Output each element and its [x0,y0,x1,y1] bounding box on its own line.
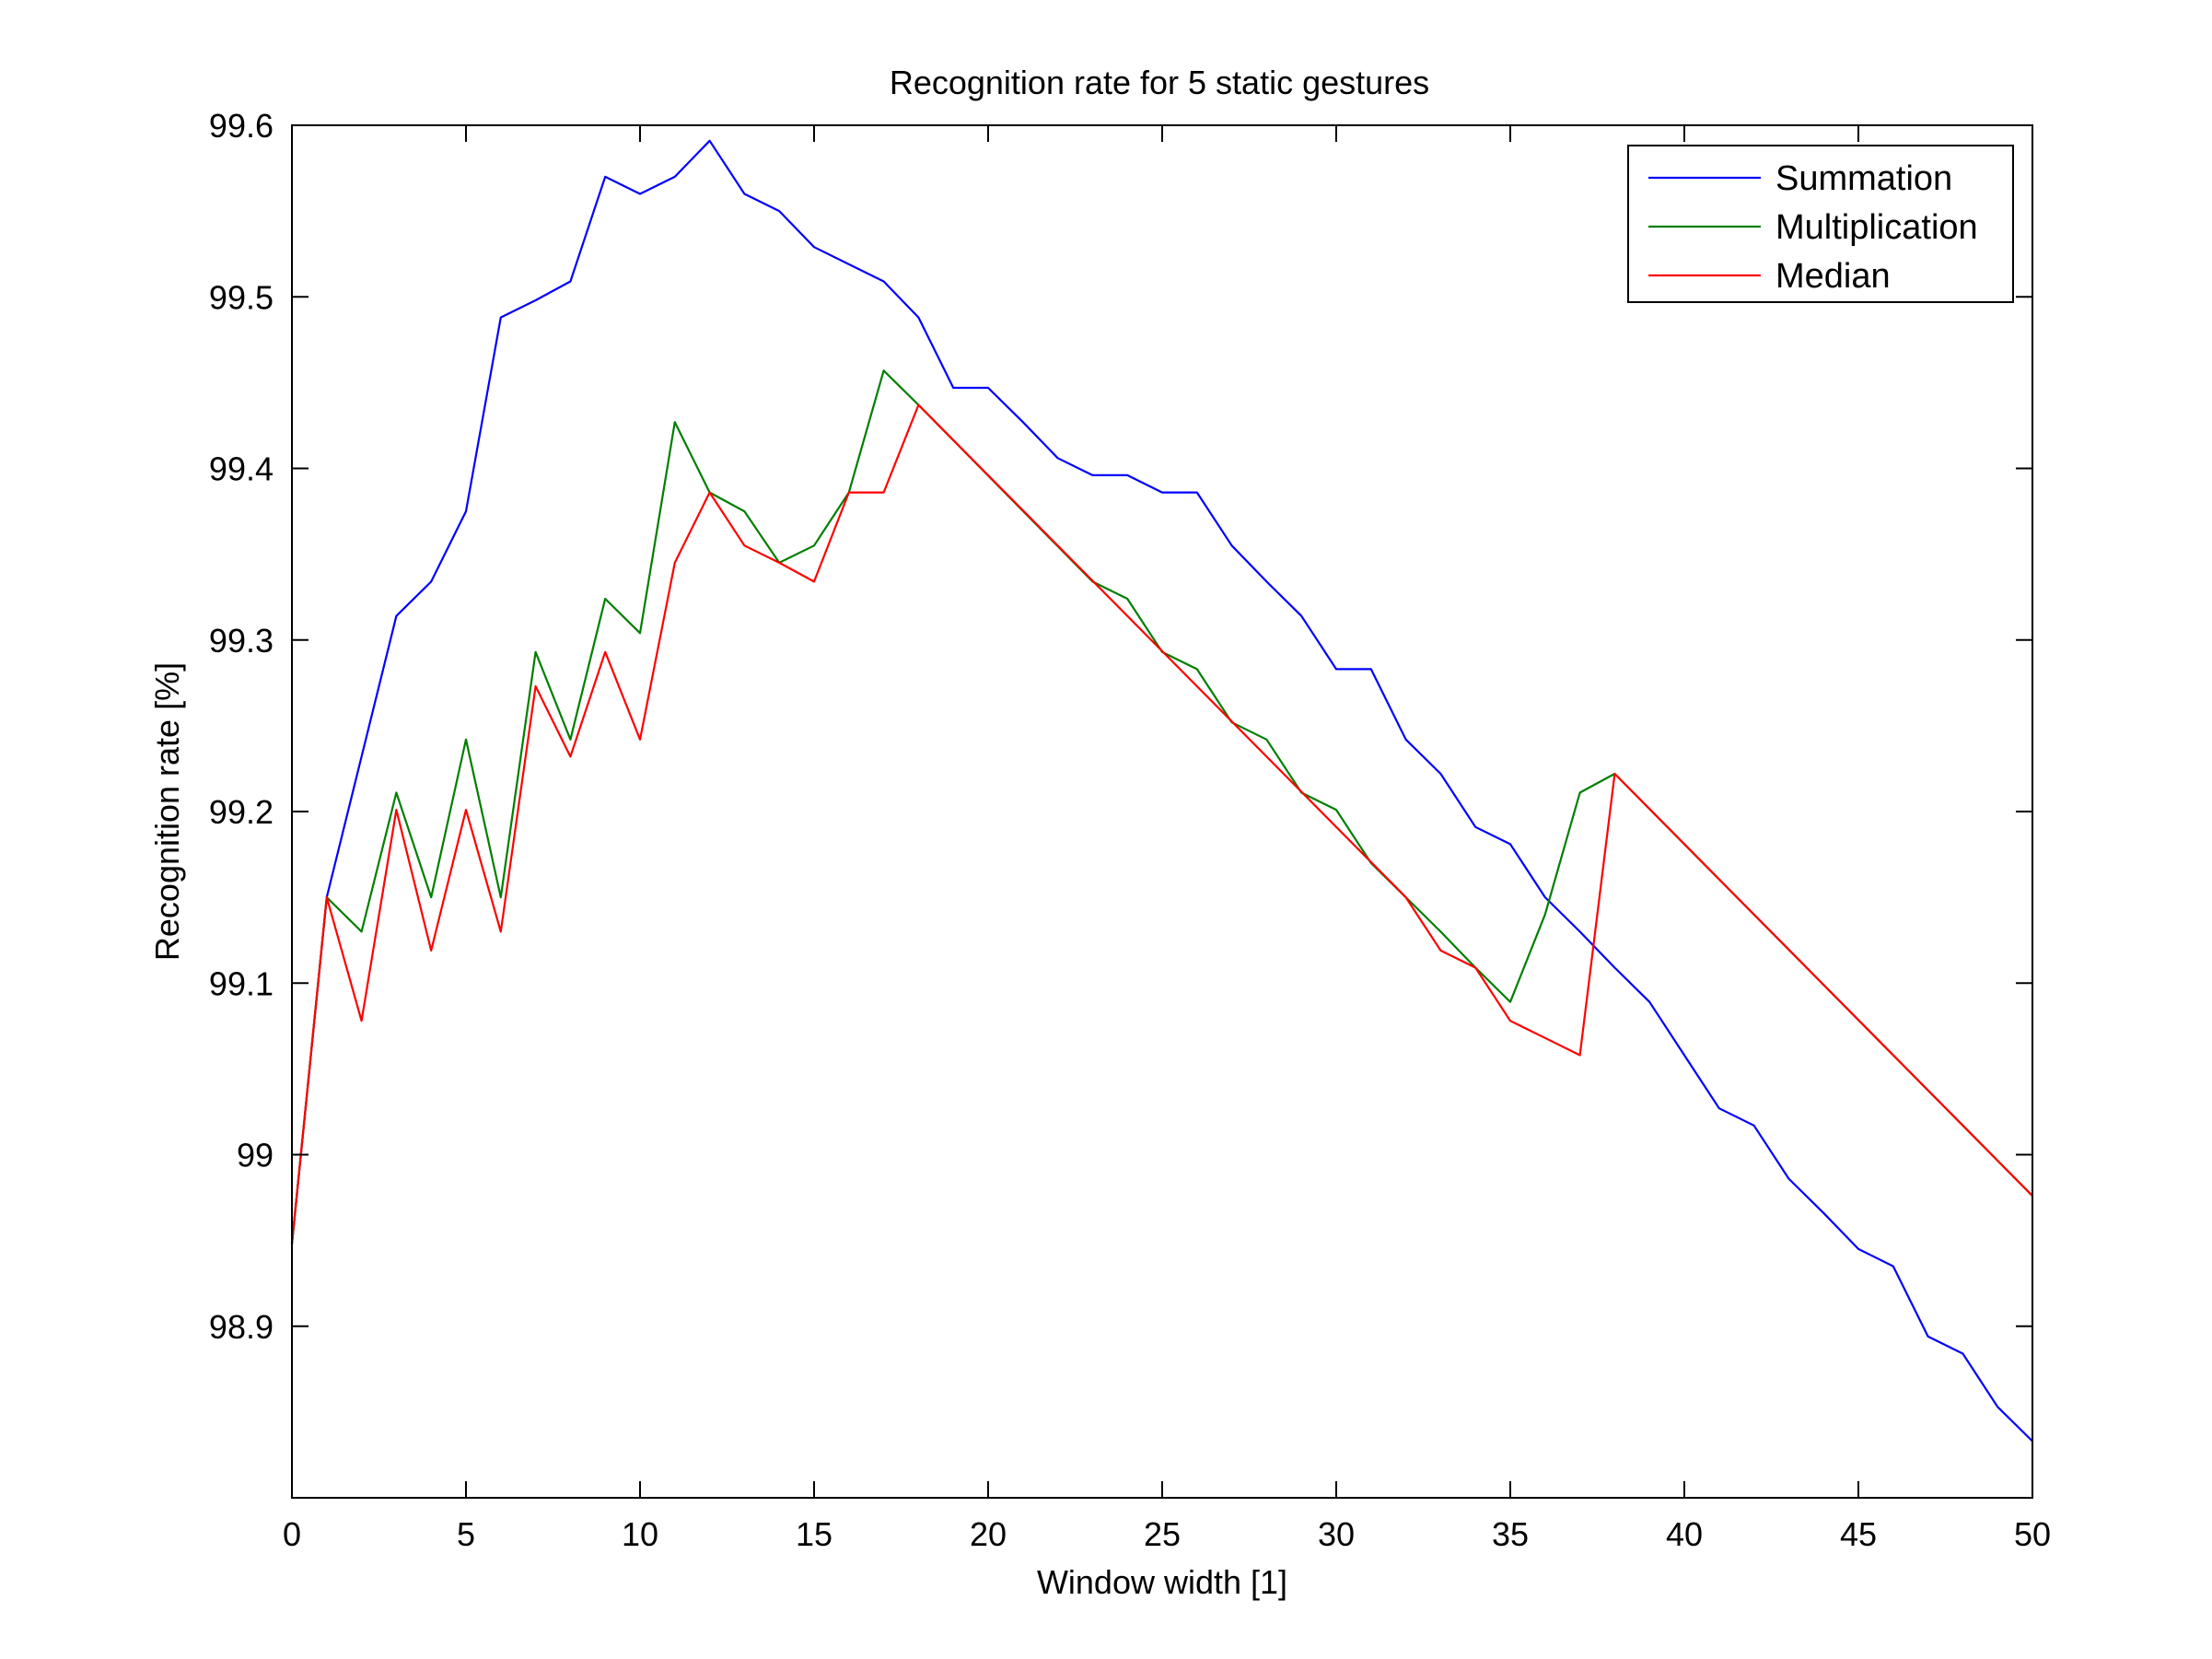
y-axis-title: Recognition rate [%] [148,662,186,961]
x-tick-label: 45 [1840,1515,1877,1553]
x-tick-label: 0 [283,1515,301,1553]
y-tick-label: 99.5 [209,278,274,316]
legend-label-summation: Summation [1775,159,1952,198]
y-axis-ticks: 98.9 99 99.1 99.2 99.3 99.4 99.5 99.6 [209,107,2032,1346]
chart-title: Recognition rate for 5 static gestures [890,64,1429,101]
x-tick-label: 50 [2014,1515,2051,1553]
series-line-summation [290,139,2033,1443]
legend-label-median: Median [1775,257,1891,296]
x-tick-label: 15 [796,1515,832,1553]
legend-entries: Summation Multiplication Median [1648,159,1978,296]
x-axis-title: Window width [1] [1037,1563,1287,1601]
y-tick-label: 99.6 [209,107,274,145]
x-tick-label: 40 [1666,1515,1703,1553]
x-tick-label: 10 [622,1515,658,1553]
x-tick-label: 20 [970,1515,1007,1553]
x-tick-label: 25 [1144,1515,1181,1553]
legend: Summation Multiplication Median [1627,145,2014,303]
y-tick-label: 99.3 [209,622,274,660]
x-tick-label: 5 [457,1515,475,1553]
x-tick-label: 35 [1492,1515,1529,1553]
plot-area: 0 5 10 15 20 25 30 35 40 45 50 98.99999.199.299.39… [209,107,2051,1553]
x-tick-label: 30 [1318,1515,1355,1553]
series-line-median [290,403,2033,1244]
legend-label-multiplication: Multiplication [1775,208,1978,247]
series-line-multiplication [290,369,2033,1244]
y-tick-label: 99 [237,1137,274,1174]
y-tick-label: 99.2 [209,793,274,831]
y-tick-label: 99.1 [209,964,274,1002]
x-axis-ticks: 0 5 10 15 20 25 30 35 40 45 50 [283,125,2051,1553]
y-tick-label: 99.4 [209,450,274,488]
y-tick-label: 98.9 [209,1308,274,1346]
series-layer [290,139,2033,1443]
